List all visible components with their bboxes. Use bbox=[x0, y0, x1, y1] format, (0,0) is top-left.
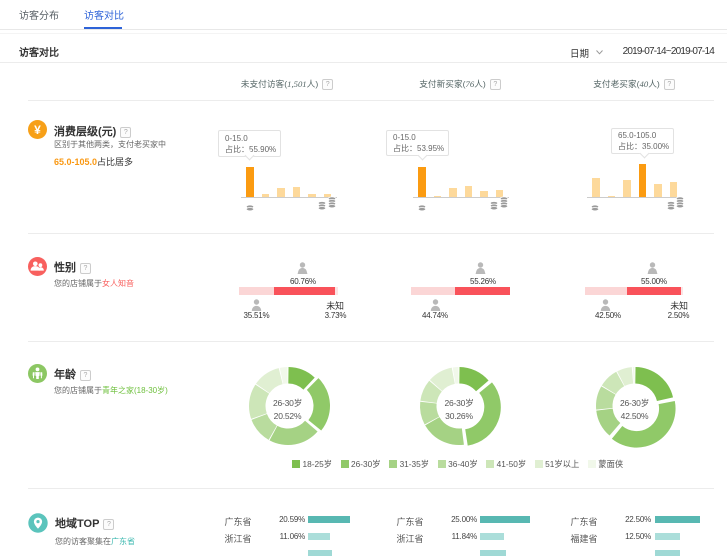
svg-text:¥: ¥ bbox=[34, 123, 41, 137]
